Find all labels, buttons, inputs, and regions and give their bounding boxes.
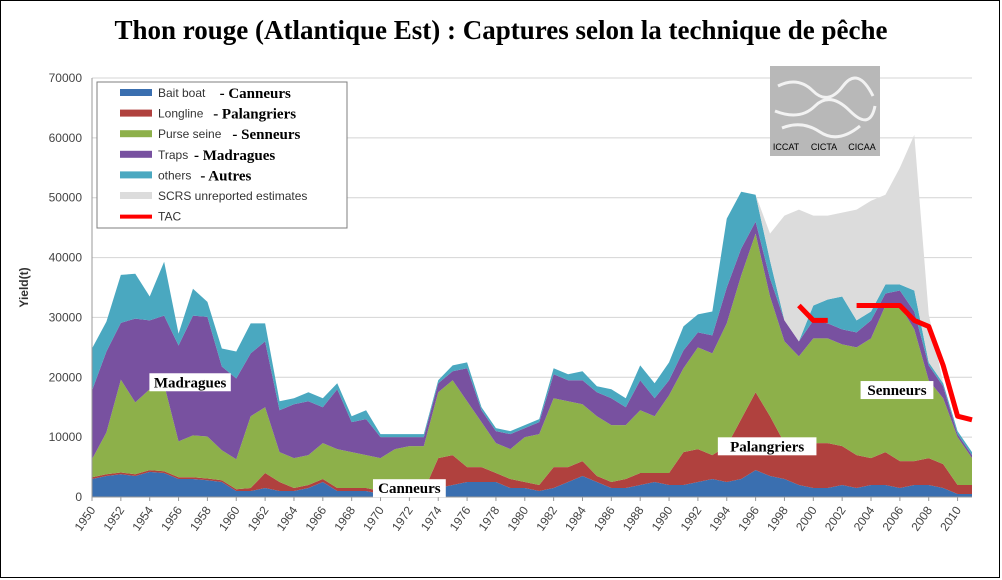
y-tick-label: 40000 [49,251,83,265]
logo-map-lines [774,76,877,139]
annotation-label: Palangriers [730,439,804,455]
area-longline [92,392,972,495]
legend-label-fr: - Senneurs [232,127,300,143]
x-tick-label: 1972 [389,503,416,533]
tac-segment [797,303,828,323]
legend-label: TAC [158,210,181,224]
legend-label-fr: - Canneurs [220,86,291,102]
legend-swatch [120,130,152,138]
x-tick-label: 2008 [908,503,935,533]
x-tick-label: 1998 [764,503,791,533]
x-tick-label: 1986 [591,503,618,533]
x-tick-label: 1976 [447,503,474,533]
legend-label-fr: - Palangriers [213,107,296,123]
x-tick-label: 1966 [302,503,329,533]
x-tick-label: 1950 [72,503,99,533]
x-tick-label: 1994 [706,503,733,533]
tac-segment [856,302,973,423]
annotation-bg [860,381,934,400]
legend-label: others [158,168,191,182]
legend-label: Purse seine [158,127,222,141]
x-tick-label: 1980 [504,503,531,533]
legend-swatch [120,89,152,96]
area-bait-boat [92,470,972,497]
logo-label: CICAA [848,142,876,152]
x-tick-label: 1968 [331,503,358,533]
annotation-label: Senneurs [867,383,926,399]
x-tick-label: 2002 [822,503,849,533]
legend-swatch [120,109,152,117]
x-tick-label: 1988 [620,503,647,533]
tac-line [797,302,973,423]
y-tick-label: 70000 [49,71,83,85]
legend-swatch [120,150,152,158]
annotation-bg [372,479,446,498]
area-scrs-unreported-estimates [92,134,972,453]
x-tick-label: 2000 [793,503,820,533]
legend-swatch [120,192,152,199]
x-tick-label: 1974 [418,503,445,533]
legend-label-fr: - Autres [200,168,251,184]
annotation-label: Canneurs [378,481,441,497]
legend: Bait boat - Canneurs Longline - Palangriers… [96,81,348,229]
x-tick-label: 1962 [245,503,272,533]
annotation-label: Madragues [154,375,227,391]
x-tick-label: 1956 [158,503,185,533]
x-tick-label: 2004 [851,503,878,533]
iccat-logo: ICCAT CICTA CICAA [770,66,880,156]
y-axis-label: Yield(t) [17,267,31,307]
x-tick-label: 2006 [880,503,907,533]
legend-label: Bait boat [158,86,206,100]
annotation-bg [717,437,817,456]
area-purse-seine [92,233,972,492]
annotations: Madragues Canneurs Palangriers Senneurs [149,373,934,498]
legend-label: Traps [158,148,188,162]
y-tick-label: 10000 [49,430,83,444]
x-tick-label: 1978 [476,503,503,533]
stacked-areas [92,134,972,497]
logo-label: CICTA [811,142,837,152]
logo-label: ICCAT [773,142,800,152]
area-traps [92,221,972,460]
legend-swatch [120,171,152,179]
x-tick-label: 1970 [360,503,387,533]
y-tick-label: 0 [75,490,82,504]
x-tick-label: 1984 [562,503,589,533]
x-tick-label: 2010 [937,503,964,533]
x-tick-label: 1982 [533,503,560,533]
y-tick-label: 20000 [49,370,83,384]
annotation-bg [149,373,231,392]
y-tick-label: 50000 [49,191,83,205]
legend-label-fr: - Madragues [194,148,275,164]
x-tick-label: 1960 [216,503,243,533]
x-tick-label: 1996 [735,503,762,533]
legend-label: SCRS unreported estimates [158,189,307,203]
legend-label: Longline [158,107,204,121]
x-tick-label: 1990 [649,503,676,533]
x-tick-label: 1958 [187,503,214,533]
x-tick-label: 1952 [101,503,128,533]
y-tick-label: 60000 [49,131,83,145]
chart-title: Thon rouge (Atlantique Est) : Captures s… [114,15,888,45]
x-tick-label: 1964 [274,503,301,533]
x-tick-label: 1954 [129,503,156,533]
x-tick-label: 1992 [678,503,705,533]
y-tick-label: 30000 [49,310,83,324]
